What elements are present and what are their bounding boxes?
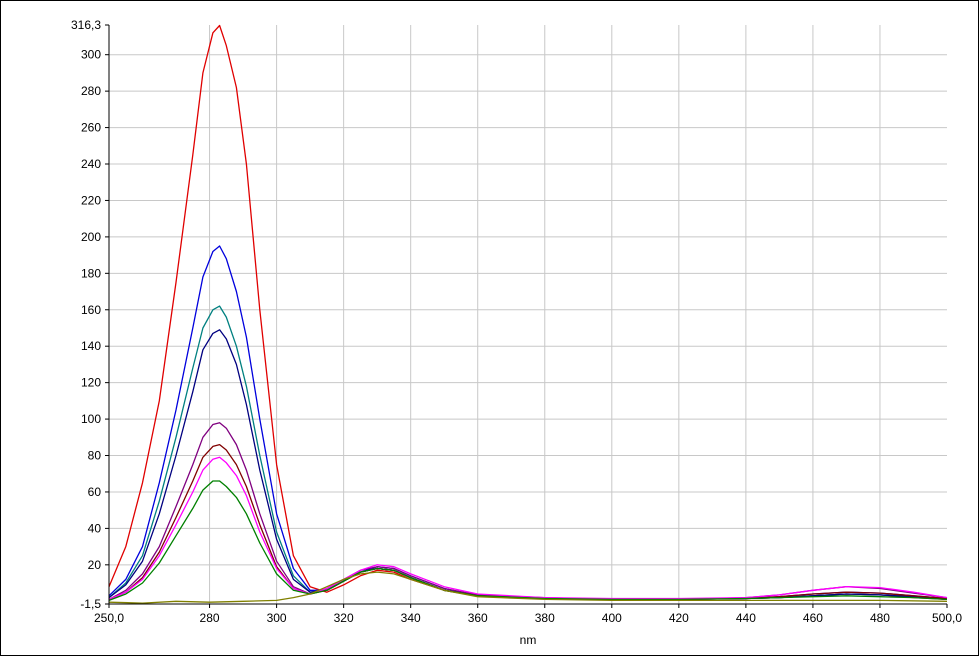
x-tick-label: 250,0 [94, 611, 124, 625]
y-tick-label: 20 [88, 558, 102, 572]
series-line-8 [108, 480, 948, 602]
y-tick-label: 160 [81, 303, 101, 317]
y-tick-label: 140 [81, 339, 101, 353]
y-tick-label: 60 [88, 485, 102, 499]
x-tick-label: 420 [669, 611, 689, 625]
y-tick-label: 240 [81, 157, 101, 171]
series-lines [108, 24, 948, 604]
x-tick-label: 380 [535, 611, 555, 625]
y-tick-label: 280 [81, 84, 101, 98]
x-tick-label: 280 [200, 611, 220, 625]
series-line-7 [108, 456, 948, 600]
y-tick-labels: -1,5 20 40 60 80 100 120 140 160 180 200 220 240 260 2… [71, 18, 101, 611]
y-tick-label: 300 [81, 48, 101, 62]
y-tick-label: 120 [81, 376, 101, 390]
y-tick-label: 100 [81, 412, 101, 426]
series-line-5 [108, 422, 948, 601]
series-line-4 [108, 329, 948, 601]
x-tick-label: 440 [736, 611, 756, 625]
x-tick-label: 500,0 [932, 611, 962, 625]
y-tick-label: -1,5 [80, 597, 101, 611]
axes [105, 24, 948, 608]
y-tick-label: 40 [88, 521, 102, 535]
y-tick-label: 316,3 [71, 18, 101, 32]
x-tick-label: 400 [602, 611, 622, 625]
x-tick-label: 340 [401, 611, 421, 625]
x-tick-label: 360 [468, 611, 488, 625]
x-tick-label: 480 [870, 611, 890, 625]
y-tick-label: 260 [81, 121, 101, 135]
x-axis-label: nm [520, 633, 537, 647]
x-tick-label: 460 [803, 611, 823, 625]
series-line-1 [108, 24, 948, 601]
x-tick-label: 320 [334, 611, 354, 625]
y-tick-label: 220 [81, 193, 101, 207]
y-tick-label: 180 [81, 266, 101, 280]
series-line-3 [108, 305, 948, 601]
y-tick-label: 200 [81, 230, 101, 244]
x-tick-label: 300 [267, 611, 287, 625]
y-tick-label: 80 [88, 449, 102, 463]
x-tick-labels: 250,0 280 300 320 340 360 380 400 420 440 460 480 50… [94, 611, 962, 625]
series-line-6 [108, 443, 948, 601]
grid-lines [109, 25, 947, 604]
series-line-9 [108, 571, 948, 604]
series-line-2 [108, 245, 948, 601]
